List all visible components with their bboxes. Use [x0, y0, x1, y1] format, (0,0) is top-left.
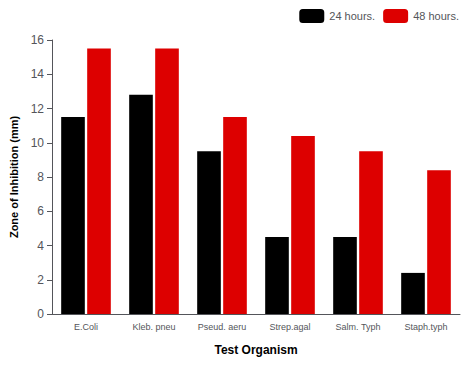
- svg-text:Pseud. aeru: Pseud. aeru: [198, 322, 247, 332]
- svg-text:4: 4: [37, 239, 44, 253]
- svg-text:6: 6: [37, 204, 44, 218]
- svg-text:16: 16: [31, 33, 45, 47]
- svg-text:E.Coli: E.Coli: [74, 322, 98, 332]
- svg-text:Strep.agal: Strep.agal: [269, 322, 310, 332]
- svg-text:14: 14: [31, 67, 45, 81]
- svg-text:48 hours.: 48 hours.: [413, 10, 459, 22]
- svg-text:10: 10: [31, 136, 45, 150]
- svg-text:0: 0: [37, 307, 44, 321]
- svg-text:2: 2: [37, 273, 44, 287]
- svg-text:Kleb. pneu: Kleb. pneu: [132, 322, 175, 332]
- svg-text:24 hours.: 24 hours.: [329, 10, 375, 22]
- svg-text:8: 8: [37, 170, 44, 184]
- svg-text:Test Organism: Test Organism: [214, 343, 297, 357]
- svg-text:Salm. Typh: Salm. Typh: [336, 322, 381, 332]
- svg-text:Staph.typh: Staph.typh: [404, 322, 447, 332]
- svg-text:Zone of Inhibition (mm): Zone of Inhibition (mm): [8, 116, 20, 239]
- svg-text:12: 12: [31, 102, 45, 116]
